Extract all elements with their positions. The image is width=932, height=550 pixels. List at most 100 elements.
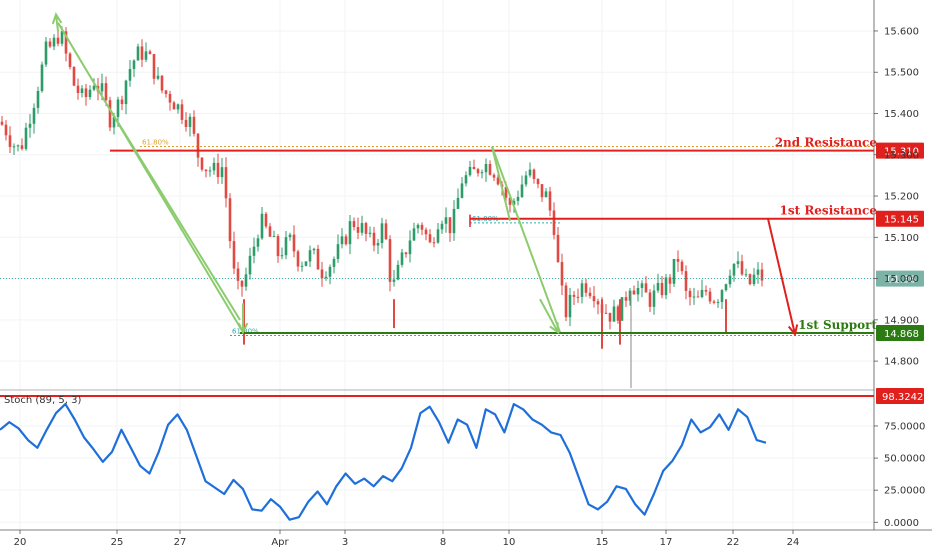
fib-label: 61.80% <box>142 139 169 147</box>
candle-body <box>740 261 744 275</box>
candle-body <box>468 166 472 176</box>
x-tick-label: 15 <box>596 537 609 548</box>
candle-body <box>92 85 96 90</box>
candle-body <box>4 124 8 136</box>
candle-body <box>152 54 156 79</box>
candle-body <box>104 83 108 101</box>
candle-body <box>236 268 240 281</box>
candle-body <box>148 51 152 55</box>
candle-body <box>108 100 112 128</box>
candle-body <box>16 145 20 147</box>
candle-body <box>12 146 16 148</box>
candle-body <box>176 104 180 110</box>
price-badge-text: 15.310 <box>884 147 919 158</box>
candle-body <box>232 241 236 269</box>
candle-body <box>8 135 12 147</box>
candle-body <box>536 178 540 185</box>
x-tick-label: 22 <box>727 537 740 548</box>
candle-body <box>592 296 596 302</box>
candle-body <box>376 242 380 246</box>
trend-arrow-head <box>237 322 249 335</box>
candle-body <box>84 88 88 98</box>
candle-body <box>712 301 716 303</box>
candle-body <box>744 274 748 276</box>
trend-arrow-head <box>51 12 63 25</box>
candle-body <box>216 162 220 178</box>
candle-body <box>564 285 568 318</box>
y-tick-label: 15.000 <box>884 274 919 285</box>
trend-arrow <box>539 298 559 333</box>
candle-body <box>504 187 508 198</box>
candle-body <box>276 236 280 257</box>
candle-body <box>248 255 252 275</box>
candle-body <box>576 296 580 298</box>
candle-body <box>676 258 680 262</box>
candle-body <box>524 175 528 185</box>
x-tick-label: 3 <box>342 537 348 548</box>
candle-body <box>336 244 340 259</box>
candle-body <box>56 37 60 44</box>
candle-body <box>660 282 664 296</box>
candle-body <box>288 234 292 238</box>
candle-body <box>220 167 224 178</box>
candle-body <box>64 31 68 54</box>
candle-body <box>164 90 168 94</box>
x-tick-label: 17 <box>660 537 673 548</box>
candle-body <box>612 306 616 322</box>
candle-body <box>200 157 204 170</box>
candle-body <box>168 93 172 103</box>
candle-body <box>704 289 708 292</box>
candle-body <box>720 290 724 302</box>
candle-body <box>428 234 432 243</box>
candlesticks <box>0 26 764 388</box>
candle-body <box>300 265 304 267</box>
candle-body <box>476 169 480 174</box>
candle-body <box>280 255 284 257</box>
candle-body <box>392 279 396 282</box>
candle-body <box>480 172 484 174</box>
candle-body <box>400 252 404 265</box>
candle-body <box>140 46 144 60</box>
candle-body <box>44 41 48 65</box>
y-tick-label: 15.500 <box>884 68 919 79</box>
candle-body <box>320 269 324 279</box>
candle-body <box>204 169 208 172</box>
candle-body <box>756 269 760 275</box>
candle-body <box>496 177 500 185</box>
candle-body <box>120 99 124 105</box>
candle-body <box>360 223 364 233</box>
candle-body <box>728 275 732 285</box>
grid <box>0 0 874 530</box>
candle-body <box>560 262 564 286</box>
candle-body <box>460 183 464 198</box>
candle-body <box>244 274 248 287</box>
price-badge <box>876 142 924 159</box>
candle-body <box>492 174 496 178</box>
price-overlays: 2nd Resistance 15.310 1st Resistance 15.145… <box>0 12 924 342</box>
x-tick-label: 8 <box>440 537 446 548</box>
candle-body <box>80 88 84 94</box>
trend-line <box>109 108 241 321</box>
candle-body <box>652 290 656 307</box>
candle-body <box>0 121 4 125</box>
candle-body <box>472 166 476 170</box>
candle-body <box>748 274 752 285</box>
stoch-badge <box>876 388 924 405</box>
candle-body <box>388 239 392 282</box>
candle-body <box>724 284 728 291</box>
candle-body <box>224 167 228 199</box>
x-tick-label: Apr <box>271 537 289 548</box>
price-badge <box>876 210 924 227</box>
candle-body <box>692 296 696 298</box>
candle-body <box>648 292 652 307</box>
candle-body <box>464 175 468 184</box>
candle-body <box>584 283 588 293</box>
candle-body <box>196 133 200 158</box>
stoch-line <box>0 403 767 521</box>
candle-body <box>688 290 692 298</box>
y-tick-label: 15.400 <box>884 109 919 120</box>
candle-body <box>228 198 232 242</box>
candle-body <box>568 294 572 318</box>
y-tick-label: 14.800 <box>884 357 919 368</box>
candle-body <box>340 236 344 245</box>
